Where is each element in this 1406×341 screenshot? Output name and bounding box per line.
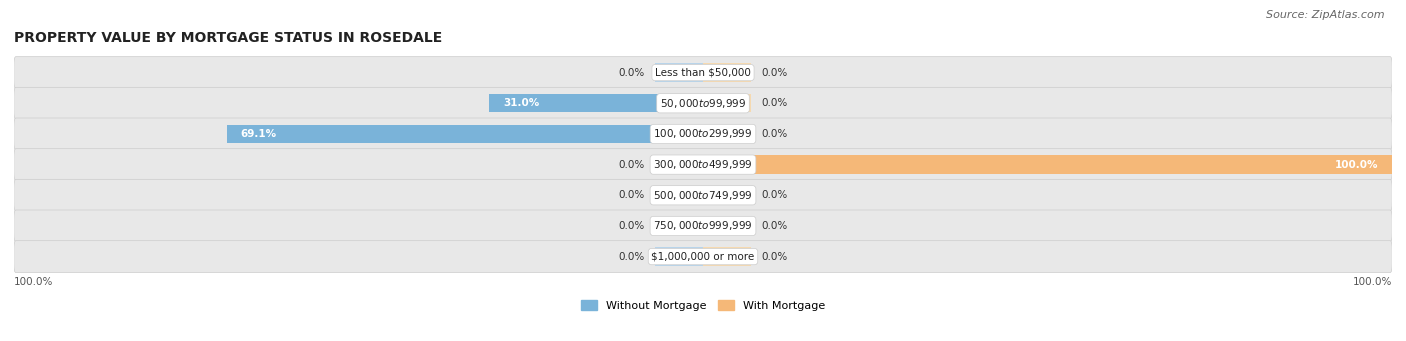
FancyBboxPatch shape [14, 179, 1392, 211]
Text: 100.0%: 100.0% [1334, 160, 1378, 169]
Text: PROPERTY VALUE BY MORTGAGE STATUS IN ROSEDALE: PROPERTY VALUE BY MORTGAGE STATUS IN ROS… [14, 31, 443, 45]
FancyBboxPatch shape [14, 210, 1392, 242]
Text: 0.0%: 0.0% [619, 68, 644, 78]
Bar [489, 94, 703, 113]
Bar [226, 125, 703, 143]
Text: $300,000 to $499,999: $300,000 to $499,999 [654, 158, 752, 171]
Legend: Without Mortgage, With Mortgage: Without Mortgage, With Mortgage [576, 296, 830, 315]
FancyBboxPatch shape [14, 118, 1392, 150]
Text: 100.0%: 100.0% [14, 278, 53, 287]
Text: 0.0%: 0.0% [762, 252, 787, 262]
Bar [655, 217, 703, 235]
Bar [703, 125, 751, 143]
Bar [703, 155, 1392, 174]
FancyBboxPatch shape [14, 87, 1392, 119]
Bar [655, 248, 703, 266]
Text: 0.0%: 0.0% [762, 98, 787, 108]
Bar [703, 248, 751, 266]
Bar [703, 217, 751, 235]
Bar [655, 186, 703, 205]
Text: 100.0%: 100.0% [1353, 278, 1392, 287]
Bar [655, 155, 703, 174]
Text: 0.0%: 0.0% [762, 190, 787, 200]
Text: $100,000 to $299,999: $100,000 to $299,999 [654, 128, 752, 140]
Text: 31.0%: 31.0% [503, 98, 540, 108]
Bar [703, 63, 751, 82]
Text: 0.0%: 0.0% [762, 221, 787, 231]
Text: 0.0%: 0.0% [762, 129, 787, 139]
Bar [655, 63, 703, 82]
Text: Source: ZipAtlas.com: Source: ZipAtlas.com [1267, 10, 1385, 20]
Bar [703, 186, 751, 205]
FancyBboxPatch shape [14, 241, 1392, 272]
Text: $750,000 to $999,999: $750,000 to $999,999 [654, 220, 752, 233]
Text: 0.0%: 0.0% [619, 252, 644, 262]
Text: $50,000 to $99,999: $50,000 to $99,999 [659, 97, 747, 110]
Text: 0.0%: 0.0% [762, 68, 787, 78]
Text: Less than $50,000: Less than $50,000 [655, 68, 751, 78]
Text: 0.0%: 0.0% [619, 160, 644, 169]
Text: 69.1%: 69.1% [240, 129, 277, 139]
Text: $500,000 to $749,999: $500,000 to $749,999 [654, 189, 752, 202]
Text: 0.0%: 0.0% [619, 221, 644, 231]
FancyBboxPatch shape [14, 149, 1392, 181]
Text: 0.0%: 0.0% [619, 190, 644, 200]
Text: $1,000,000 or more: $1,000,000 or more [651, 252, 755, 262]
FancyBboxPatch shape [14, 57, 1392, 89]
Bar [703, 94, 751, 113]
